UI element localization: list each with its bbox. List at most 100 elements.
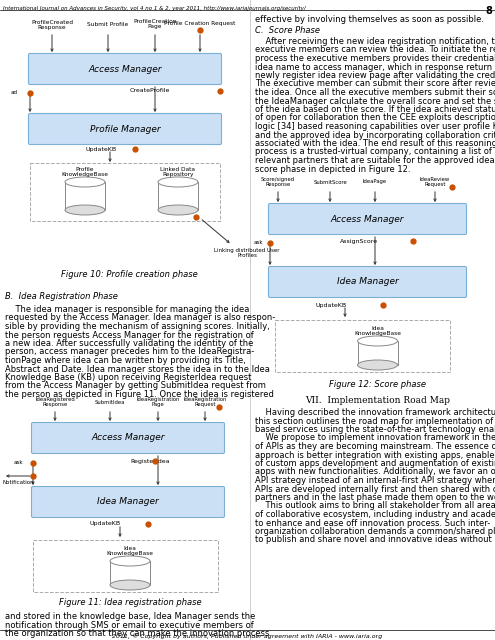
- Text: the IdeaManager calculate the overall score and set the status: the IdeaManager calculate the overall sc…: [255, 97, 495, 106]
- Text: IdeaRegistered
Response: IdeaRegistered Response: [35, 397, 75, 408]
- Text: The idea manager is responsible for managing the idea: The idea manager is responsible for mana…: [5, 305, 249, 314]
- Ellipse shape: [158, 177, 198, 187]
- Text: Idea
KnowledgeBase: Idea KnowledgeBase: [354, 326, 401, 337]
- Ellipse shape: [65, 205, 105, 215]
- Text: Profile Creation Request: Profile Creation Request: [164, 22, 236, 26]
- Text: VII.  Implementation Road Map: VII. Implementation Road Map: [305, 396, 450, 405]
- Text: of collaborative ecosystem, including industry and academia,: of collaborative ecosystem, including in…: [255, 510, 495, 519]
- Text: ad: ad: [11, 90, 18, 95]
- Text: Having described the innovation framework architecture,: Having described the innovation framewor…: [255, 408, 495, 417]
- Text: based services using the state-of-the-art technology enablers.: based services using the state-of-the-ar…: [255, 425, 495, 434]
- Bar: [357, 341, 397, 365]
- Text: ask: ask: [253, 241, 263, 246]
- Text: UpdateKB: UpdateKB: [85, 147, 116, 152]
- Text: SubmitIdea: SubmitIdea: [95, 399, 125, 404]
- Text: IdeaRegistration
Page: IdeaRegistration Page: [136, 397, 180, 408]
- Ellipse shape: [65, 177, 105, 187]
- Text: Linked Data
Repository: Linked Data Repository: [160, 166, 196, 177]
- Ellipse shape: [357, 336, 397, 346]
- Text: The executive member can submit their score after reviewing: The executive member can submit their sc…: [255, 79, 495, 88]
- Text: Figure 10: Profile creation phase: Figure 10: Profile creation phase: [60, 270, 198, 279]
- Bar: [158, 182, 198, 210]
- Text: Notification: Notification: [2, 481, 34, 486]
- Text: and stored in the knowledge base, Idea Manager sends the: and stored in the knowledge base, Idea M…: [5, 612, 255, 621]
- Text: notification through SMS or email to executive members of: notification through SMS or email to exe…: [5, 621, 254, 630]
- Text: International Journal on Advances in Security, vol 4 no 1 & 2, year 2011, http:/: International Journal on Advances in Sec…: [3, 6, 306, 11]
- Ellipse shape: [110, 556, 150, 566]
- Text: this section outlines the road map for implementation of cloud: this section outlines the road map for i…: [255, 417, 495, 426]
- Text: Profile
KnowledgeBase: Profile KnowledgeBase: [61, 166, 108, 177]
- Text: the idea. Once all the executive members submit their score: the idea. Once all the executive members…: [255, 88, 495, 97]
- Text: to publish and share novel and innovative ideas without: to publish and share novel and innovativ…: [255, 536, 492, 545]
- Text: Idea Manager: Idea Manager: [337, 278, 398, 287]
- Text: Abstract and Date. Idea manager stores the idea in to the Idea: Abstract and Date. Idea manager stores t…: [5, 365, 270, 374]
- Text: person, access manager precedes him to the IdeaRegistra-: person, access manager precedes him to t…: [5, 348, 254, 356]
- Text: Access Manager: Access Manager: [88, 65, 162, 74]
- FancyBboxPatch shape: [268, 204, 466, 234]
- FancyBboxPatch shape: [29, 54, 221, 84]
- Text: tionPage where idea can be written by providing its Title,: tionPage where idea can be written by pr…: [5, 356, 246, 365]
- Text: IdeaReview
Request: IdeaReview Request: [420, 177, 450, 188]
- Text: requested by the Access Manager. Idea manager is also respon-: requested by the Access Manager. Idea ma…: [5, 314, 275, 323]
- Text: to enhance and ease off innovation process. Such inter-: to enhance and ease off innovation proce…: [255, 518, 490, 527]
- Text: newly register idea review page after validating the credentials.: newly register idea review page after va…: [255, 71, 495, 80]
- Bar: [33, 540, 218, 592]
- Text: SubmitScore: SubmitScore: [313, 179, 347, 184]
- Text: process is a trusted-virtual company, containing a list of: process is a trusted-virtual company, co…: [255, 147, 492, 157]
- Text: After receiving the new idea registration notification, the: After receiving the new idea registratio…: [255, 37, 495, 46]
- Ellipse shape: [158, 205, 198, 215]
- Text: RegisterIdea: RegisterIdea: [130, 458, 169, 463]
- Text: the person requests Access Manager for the registration of: the person requests Access Manager for t…: [5, 330, 254, 339]
- Text: sible by providing the mechanism of assigning scores. Initially,: sible by providing the mechanism of assi…: [5, 322, 270, 331]
- Text: Linking distributed User
Profiles: Linking distributed User Profiles: [214, 248, 280, 259]
- Text: the person as depicted in Figure 11. Once the idea is registered: the person as depicted in Figure 11. Onc…: [5, 390, 274, 399]
- Text: Figure 11: Idea registration phase: Figure 11: Idea registration phase: [59, 598, 201, 607]
- Text: of APIs as they are becoming mainstream. The essence of this: of APIs as they are becoming mainstream.…: [255, 442, 495, 451]
- Text: logic [34] based reasoning capabilities over user profile KB: logic [34] based reasoning capabilities …: [255, 122, 495, 131]
- FancyBboxPatch shape: [29, 113, 221, 145]
- Text: approach is better integration with existing apps, enablement: approach is better integration with exis…: [255, 451, 495, 460]
- Bar: [110, 561, 150, 585]
- Ellipse shape: [357, 360, 397, 370]
- Text: effective by involving themselves as soon as possible.: effective by involving themselves as soo…: [255, 15, 484, 24]
- Text: ask: ask: [13, 461, 23, 465]
- Text: relevant partners that are suitable for the approved idea. The: relevant partners that are suitable for …: [255, 156, 495, 165]
- Text: C.  Score Phase: C. Score Phase: [255, 26, 320, 35]
- Text: APIs are developed internally first and then shared with close: APIs are developed internally first and …: [255, 484, 495, 493]
- Text: Idea
KnowledgeBase: Idea KnowledgeBase: [106, 545, 153, 556]
- Text: and the approved idea by incorporating collaboration criteria: and the approved idea by incorporating c…: [255, 131, 495, 140]
- Text: Figure 12: Score phase: Figure 12: Score phase: [329, 380, 426, 389]
- Text: of custom apps development and augmentation of existing: of custom apps development and augmentat…: [255, 459, 495, 468]
- Text: This outlook aims to bring all stakeholder from all areas: This outlook aims to bring all stakehold…: [255, 502, 495, 511]
- Text: Idea Manager: Idea Manager: [97, 497, 159, 506]
- Text: organization collaboration demands a common/shared place: organization collaboration demands a com…: [255, 527, 495, 536]
- Text: 8: 8: [485, 6, 492, 16]
- Text: from the Access Manager by getting SubmitIdea request from: from the Access Manager by getting Submi…: [5, 381, 266, 390]
- Text: process the executive members provides their credentials and: process the executive members provides t…: [255, 54, 495, 63]
- Text: Knowledge Base (KB) upon receiving RegisterIdea request: Knowledge Base (KB) upon receiving Regis…: [5, 373, 251, 382]
- Text: Access Manager: Access Manager: [91, 433, 165, 442]
- Text: AssignScore: AssignScore: [340, 239, 378, 243]
- FancyBboxPatch shape: [32, 422, 225, 454]
- FancyBboxPatch shape: [268, 266, 466, 298]
- Text: Score/signed
Response: Score/signed Response: [261, 177, 295, 188]
- Text: ProfileCreation
Page: ProfileCreation Page: [133, 19, 177, 29]
- Text: 2011, © Copyright by authors, Published under agreement with IARIA - www.iaria.o: 2011, © Copyright by authors, Published …: [112, 633, 382, 639]
- Text: of the idea based on the score. If the idea achieved status: of the idea based on the score. If the i…: [255, 105, 495, 114]
- Text: score phase in depicted in Figure 12.: score phase in depicted in Figure 12.: [255, 164, 410, 173]
- Text: IdeaPage: IdeaPage: [363, 179, 387, 184]
- Text: UpdateKB: UpdateKB: [90, 522, 121, 527]
- Text: associated with the idea. The end result of this reasoning: associated with the idea. The end result…: [255, 139, 495, 148]
- Text: ProfileCreated
Response: ProfileCreated Response: [31, 20, 73, 30]
- Text: idea name to access manager, which in response return the: idea name to access manager, which in re…: [255, 63, 495, 72]
- FancyBboxPatch shape: [32, 486, 225, 518]
- Text: partners and in the last phase made them open to the world.: partners and in the last phase made them…: [255, 493, 495, 502]
- Text: UpdateKB: UpdateKB: [315, 303, 346, 307]
- Text: apps with new functionalities. Additionally, we favor an open: apps with new functionalities. Additiona…: [255, 467, 495, 477]
- Text: Profile Manager: Profile Manager: [90, 125, 160, 134]
- Text: Access Manager: Access Manager: [331, 214, 404, 223]
- Text: We propose to implement innovation framework in the form: We propose to implement innovation frame…: [255, 433, 495, 442]
- Text: CreateProfile: CreateProfile: [130, 88, 170, 93]
- Text: the organization so that they can make the innovation process: the organization so that they can make t…: [5, 629, 269, 638]
- Text: IdeaRegistration
Request: IdeaRegistration Request: [183, 397, 227, 408]
